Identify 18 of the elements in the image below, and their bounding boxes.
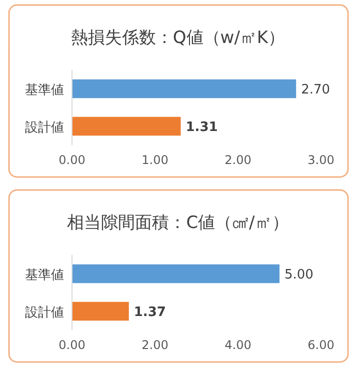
x-tick-label: 2.00 xyxy=(224,153,252,167)
y-tick-label: 基準値 xyxy=(25,268,64,283)
x-tick-label: 0.00 xyxy=(58,153,86,167)
x-tick-label: 0.00 xyxy=(58,338,86,352)
data-label: 1.31 xyxy=(186,120,218,135)
data-label: 2.70 xyxy=(301,82,330,98)
data-label: 1.37 xyxy=(134,304,166,320)
x-tick-label: 4.00 xyxy=(224,338,252,352)
x-tick-label: 3.00 xyxy=(308,153,334,167)
y-tick-label: 設計値 xyxy=(25,305,64,320)
x-tick-label: 6.00 xyxy=(308,338,334,352)
y-tick-label: 基準値 xyxy=(25,82,64,98)
y-tick-label: 設計値 xyxy=(25,120,64,136)
chart-title: 熱損失係数：Q値（w/㎡K） xyxy=(70,28,286,48)
x-tick-label: 1.00 xyxy=(142,153,168,167)
chart-title: 相当隙間面積：C値（㎠/㎡） xyxy=(67,213,289,233)
data-label: 5.00 xyxy=(284,267,314,282)
x-tick-label: 2.00 xyxy=(142,338,168,352)
